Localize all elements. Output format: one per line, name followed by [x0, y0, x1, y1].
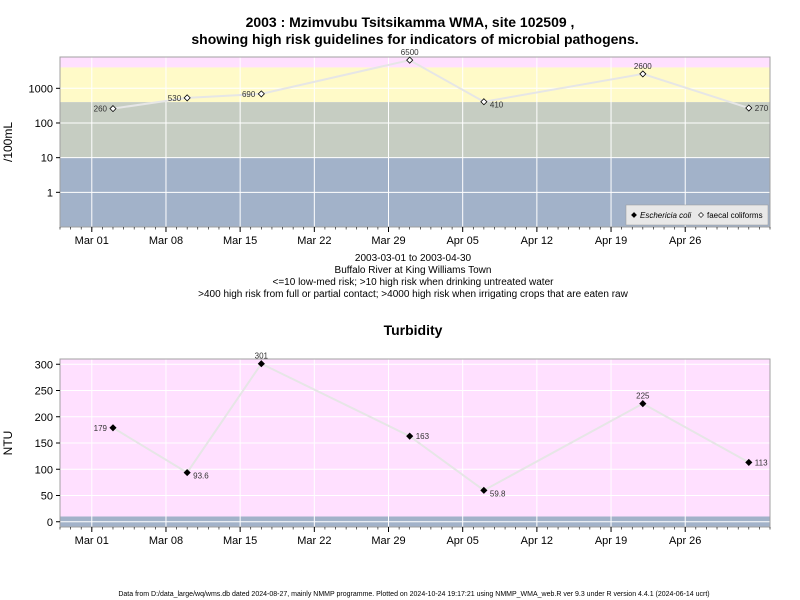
data-point	[480, 486, 488, 494]
y-tick-label: 50	[41, 491, 53, 503]
x-tick-label: Mar 01	[75, 235, 109, 247]
data-point	[109, 424, 117, 432]
plot-frame	[59, 56, 771, 228]
risk-band-drinking	[60, 102, 770, 158]
footer-note: Data from D:/data_large/wq/wms.db dated …	[118, 591, 709, 598]
data-point	[183, 469, 191, 477]
y-tick-label: 100	[35, 118, 53, 130]
y-tick-label: 300	[35, 359, 53, 371]
data-label: 163	[416, 432, 430, 441]
data-label: 2600	[634, 62, 652, 71]
microbial-chart: 1 10 100 1000/100mL Mar 01 Mar 08 Mar 15 Mar 22…	[1, 48, 771, 247]
data-label: 225	[636, 392, 650, 401]
data-point	[639, 400, 647, 408]
subtitle-contact-risk: >400 high risk from full or partial cont…	[198, 289, 628, 300]
chart-title-line1: 2003 : Mzimvubu Tsitsikamma WMA, site 10…	[246, 14, 575, 30]
x-tick-label: Mar 08	[149, 535, 183, 547]
x-tick-label: Mar 01	[75, 535, 109, 547]
y-tick-label: 1	[47, 187, 53, 199]
x-tick-label: Mar 08	[149, 235, 183, 247]
data-label: 260	[94, 105, 108, 114]
x-tick-label: Apr 05	[446, 235, 478, 247]
y-tick-label: 200	[35, 412, 53, 424]
data-label: 93.6	[193, 472, 209, 481]
x-tick-label: Mar 29	[371, 535, 405, 547]
data-point	[745, 104, 753, 112]
plot-background	[60, 57, 770, 227]
data-point	[183, 94, 191, 102]
gridlines	[60, 359, 770, 527]
data-label: 690	[242, 90, 256, 99]
risk-band-high	[60, 359, 770, 517]
data-point	[406, 432, 414, 440]
x-tick-label: Apr 12	[521, 235, 553, 247]
gridlines	[60, 57, 770, 227]
data-point	[639, 70, 647, 78]
y-tick-label: 0	[47, 517, 53, 529]
legend-label-ecoli: Eschericia coli	[640, 211, 691, 220]
x-tick-label: Apr 12	[521, 535, 553, 547]
turbidity-title: Turbidity	[384, 322, 443, 338]
data-label: 6500	[401, 48, 419, 57]
data-point	[257, 360, 265, 368]
y-tick-label: 10	[41, 153, 53, 165]
data-label: 179	[94, 424, 108, 433]
data-point	[480, 98, 488, 106]
legend-label-faecal: faecal coliforms	[707, 211, 763, 220]
x-tick-label: Apr 19	[595, 235, 627, 247]
x-tick-label: Apr 05	[446, 535, 478, 547]
data-label: 59.8	[490, 489, 506, 498]
x-tick-label: Apr 26	[669, 235, 701, 247]
x-tick-label: Mar 15	[223, 535, 257, 547]
turbidity-chart: 0 50 100 150 200 250 300 NTU Mar 01 Mar 08 Mar 15 M…	[1, 352, 771, 547]
data-label: 270	[755, 104, 769, 113]
y-tick-label: 150	[35, 438, 53, 450]
risk-band-contact	[60, 67, 770, 103]
data-point	[109, 105, 117, 113]
y-tick-label: 100	[35, 464, 53, 476]
y-tick-label: 1000	[29, 83, 53, 95]
x-tick-label: Mar 22	[297, 535, 331, 547]
x-tick-label: Mar 29	[371, 235, 405, 247]
data-label: 410	[490, 101, 504, 110]
legend: Eschericia coli faecal coliforms	[625, 204, 769, 226]
data-point	[745, 458, 753, 466]
y-tick-label: 250	[35, 386, 53, 398]
data-point	[257, 90, 265, 98]
x-tick-label: Mar 15	[223, 235, 257, 247]
subtitle-site-name: Buffalo River at King Williams Town	[335, 265, 492, 276]
data-label: 530	[168, 94, 182, 103]
y-axis-label: /100mL	[1, 122, 15, 162]
subtitle-drinking-risk: <=10 low-med risk; >10 high risk when dr…	[273, 277, 555, 288]
data-point	[406, 56, 414, 64]
y-axis-label: NTU	[1, 431, 15, 456]
chart-title-line2: showing high risk guidelines for indicat…	[191, 31, 638, 47]
x-tick-label: Apr 19	[595, 535, 627, 547]
legend-box	[625, 204, 769, 226]
x-tick-label: Mar 22	[297, 235, 331, 247]
legend-marker-faecal	[698, 212, 704, 218]
data-label: 301	[255, 352, 269, 361]
data-label: 113	[755, 458, 768, 467]
subtitle-date-range: 2003-03-01 to 2003-04-30	[355, 253, 472, 264]
x-tick-label: Apr 26	[669, 535, 701, 547]
legend-marker-ecoli	[631, 212, 637, 218]
